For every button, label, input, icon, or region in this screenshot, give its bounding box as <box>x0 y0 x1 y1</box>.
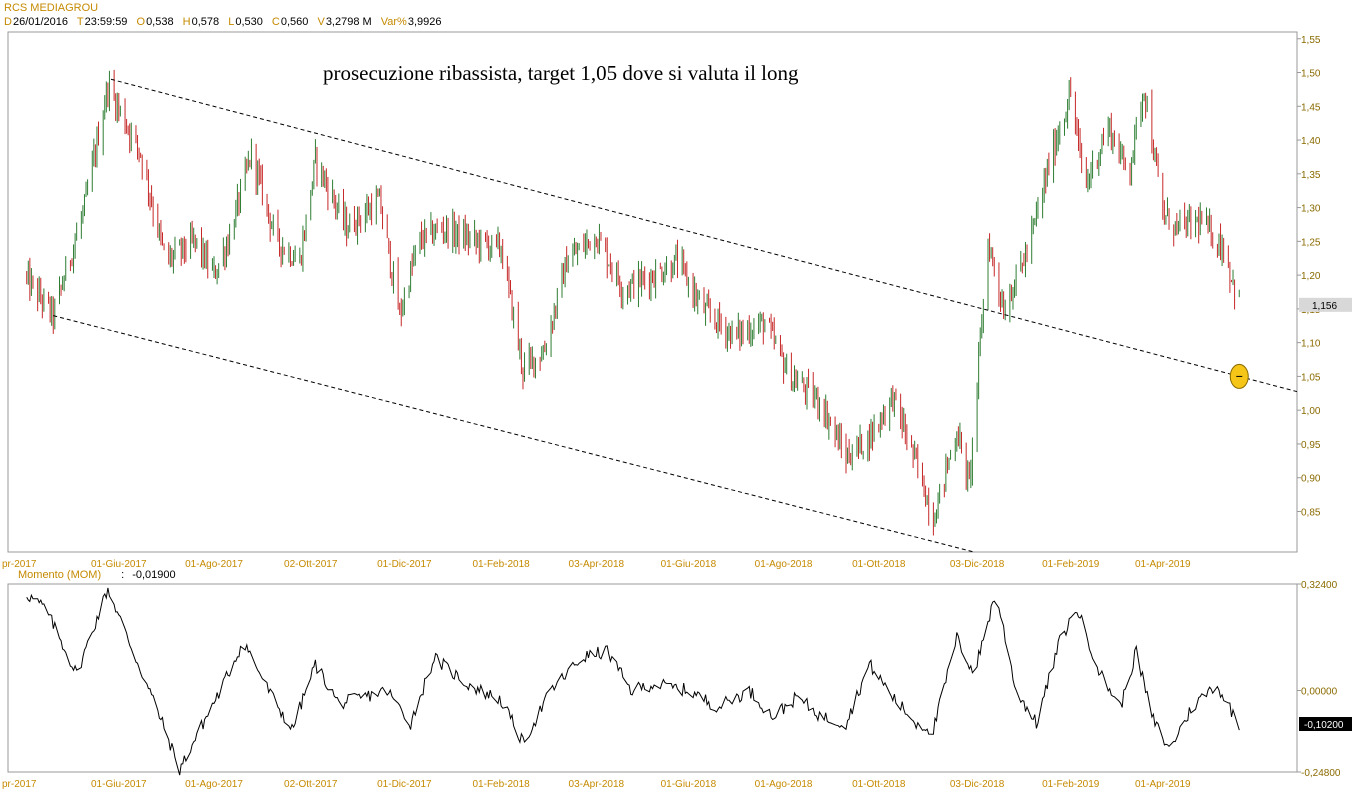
price-tick-label: 0,85 <box>1301 507 1321 518</box>
quote-date-value: 26/01/2016 <box>12 16 69 28</box>
date-tick-label: 03-Dic-2018 <box>950 559 1005 570</box>
target-marker <box>1229 363 1249 389</box>
momentum-separator: : <box>121 569 125 581</box>
quote-high-key: H <box>182 16 191 28</box>
price-tick-label: 1,35 <box>1301 170 1321 181</box>
quote-close-key: C <box>271 16 280 28</box>
date-tick-label: 01-Dic-2017 <box>377 559 432 570</box>
quote-low-key: L <box>228 16 235 28</box>
price-tick-label: 1,45 <box>1301 102 1321 113</box>
quote-high-value: 0,578 <box>191 16 220 28</box>
momentum-panel-frame <box>7 583 1298 773</box>
price-tick-label: 1,25 <box>1301 237 1321 248</box>
trendline <box>110 78 1240 377</box>
price-axis-labels: 1,551,501,451,401,351,301,251,201,151,10… <box>1297 35 1321 518</box>
quote-varpct-value: 3,9926 <box>407 16 442 28</box>
date-tick-label: 01-Giu-2018 <box>661 779 717 790</box>
date-tick-label: 01-Giu-2018 <box>661 559 717 570</box>
momentum-line <box>26 587 1240 776</box>
trendline-extension <box>1239 375 1298 393</box>
price-panel-frame <box>7 31 1298 553</box>
quote-volume-key: V <box>317 16 325 28</box>
momentum-last-badge: -0,10200 <box>1299 717 1352 732</box>
date-tick-label: 01-Ott-2018 <box>852 559 906 570</box>
date-tick-label: 01-Ago-2018 <box>755 559 813 570</box>
trendline <box>53 315 975 553</box>
date-tick-label: 02-Ott-2017 <box>284 779 338 790</box>
date-tick-label: 01-Ago-2017 <box>185 559 243 570</box>
date-tick-label: pr-2017 <box>2 779 37 790</box>
momentum-series-line <box>26 587 1240 776</box>
date-tick-label: pr-2017 <box>2 559 37 570</box>
quote-date-key: D <box>4 16 12 28</box>
date-tick-label: 01-Ago-2017 <box>185 779 243 790</box>
price-tick-label: 1,10 <box>1301 339 1321 350</box>
price-tick-label: 1,20 <box>1301 271 1321 282</box>
date-tick-label: 01-Giu-2017 <box>91 559 147 570</box>
date-tick-label: 02-Ott-2017 <box>284 559 338 570</box>
quote-info-bar: D26/01/2016 T23:59:59 O0,538 H0,578 L0,5… <box>4 16 448 28</box>
chart-title: RCS MEDIAGROU <box>4 2 99 14</box>
date-tick-label: 01-Apr-2019 <box>1135 559 1191 570</box>
momentum-header: Momento (MOM): -0,01900 <box>18 569 176 581</box>
momentum-tick-label: 0,32400 <box>1301 580 1338 591</box>
quote-volume-value: 3,2798 M <box>325 16 372 28</box>
date-tick-label: 01-Dic-2017 <box>377 779 432 790</box>
price-date-labels: pr-2017 01-Giu-2017 01-Ago-2017 02-Ott-2017… <box>2 559 1191 570</box>
quote-low-value: 0,530 <box>235 16 263 28</box>
trendlines <box>53 78 1298 553</box>
date-tick-label: 03-Apr-2018 <box>569 779 625 790</box>
quote-open-key: O <box>136 16 146 28</box>
momentum-last-box <box>1299 717 1352 732</box>
last-price-text: 1,156 <box>1312 301 1337 312</box>
price-tick-label: 1,05 <box>1301 372 1321 383</box>
momentum-last-text: -0,10200 <box>1304 720 1344 731</box>
date-tick-label: 01-Apr-2019 <box>1135 779 1191 790</box>
last-price-badge: 1,156 <box>1299 297 1352 312</box>
date-tick-label: 01-Giu-2017 <box>91 779 147 790</box>
momentum-value: -0,01900 <box>132 569 176 581</box>
quote-varpct-key: Var% <box>380 16 407 28</box>
ohlc-bars <box>26 69 1240 536</box>
quote-close-value: 0,560 <box>280 16 309 28</box>
momentum-axis-labels: 0,32400 0,00000 -0,24800 <box>1297 580 1341 779</box>
price-tick-label: 1,50 <box>1301 69 1321 80</box>
momentum-tick-label: 0,00000 <box>1301 686 1338 697</box>
date-tick-label: 01-Ago-2018 <box>755 779 813 790</box>
price-tick-label: 1,55 <box>1301 35 1321 46</box>
price-tick-label: 1,40 <box>1301 136 1321 147</box>
momentum-name: Momento (MOM) <box>18 569 102 581</box>
momentum-tick-label: -0,24800 <box>1301 768 1341 779</box>
date-tick-label: 03-Apr-2018 <box>569 559 625 570</box>
date-tick-label: 01-Feb-2019 <box>1042 559 1100 570</box>
date-tick-label: 01-Feb-2018 <box>472 779 530 790</box>
date-tick-label: 03-Dic-2018 <box>950 779 1005 790</box>
price-tick-label: 1,00 <box>1301 406 1321 417</box>
price-tick-label: 0,95 <box>1301 440 1321 451</box>
momentum-plot-border <box>7 583 1298 773</box>
momentum-date-labels: pr-2017 01-Giu-2017 01-Ago-2017 02-Ott-2017… <box>2 779 1191 790</box>
price-tick-label: 1,30 <box>1301 204 1321 215</box>
last-price-box <box>1299 297 1352 312</box>
date-tick-label: 01-Feb-2019 <box>1042 779 1100 790</box>
chart-annotation: prosecuzione ribassista, target 1,05 dov… <box>323 61 799 85</box>
quote-open-value: 0,538 <box>146 16 174 28</box>
date-tick-label: 01-Feb-2018 <box>472 559 530 570</box>
price-plot-border <box>7 31 1298 553</box>
price-tick-label: 0,90 <box>1301 474 1321 485</box>
quote-time-key: T <box>76 16 84 28</box>
date-tick-label: 01-Ott-2018 <box>852 779 906 790</box>
quote-time-value: 23:59:59 <box>84 16 128 28</box>
